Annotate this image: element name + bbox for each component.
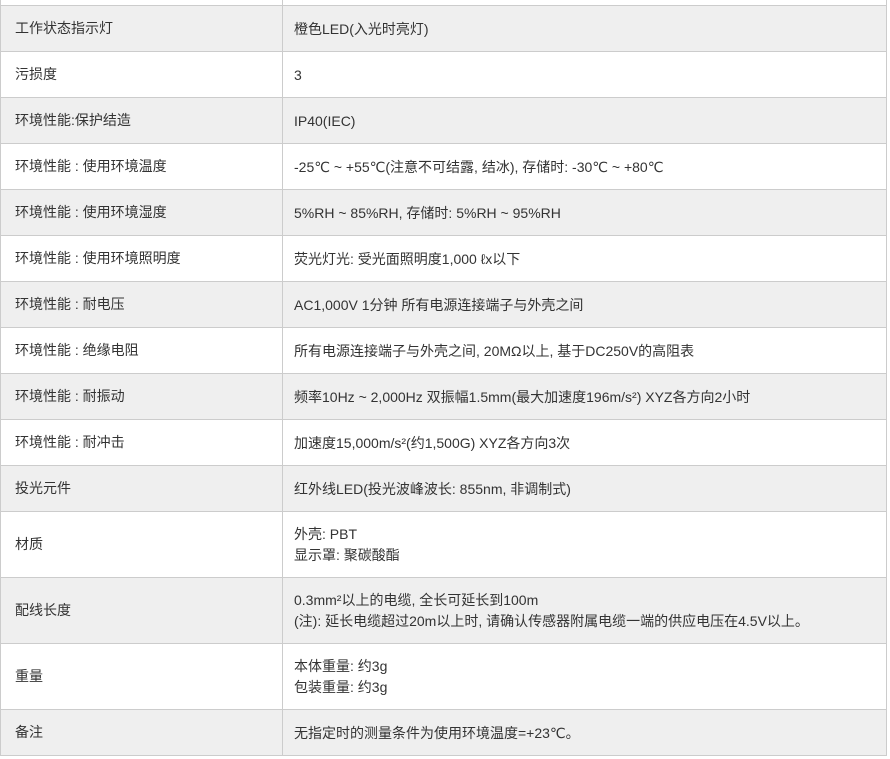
spec-label: 环境性能 : 绝缘电阻 bbox=[1, 328, 283, 373]
spec-value-line: AC1,000V 1分钟 所有电源连接端子与外壳之间 bbox=[294, 296, 584, 313]
spec-label-text: 环境性能 : 耐振动 bbox=[15, 388, 125, 404]
spec-label-text: 环境性能 : 使用环境湿度 bbox=[15, 204, 167, 220]
spec-label-text: 环境性能 : 绝缘电阻 bbox=[15, 342, 139, 358]
spec-label: 环境性能 : 使用环境温度 bbox=[1, 144, 283, 189]
spec-label: 材质 bbox=[1, 512, 283, 577]
spec-label-text: 环境性能 : 耐电压 bbox=[15, 296, 125, 312]
spec-value: 3 bbox=[283, 52, 886, 97]
partial-row-top bbox=[1, 0, 886, 5]
spec-label-text: 备注 bbox=[15, 724, 43, 740]
spec-value: 红外线LED(投光波峰波长: 855nm, 非调制式) bbox=[283, 466, 886, 511]
spec-rows-container: 工作状态指示灯 橙色LED(入光时亮灯) 污损度 3 环境性能:保护结造 IP4… bbox=[1, 5, 886, 755]
spec-row: 环境性能 : 耐振动 频率10Hz ~ 2,000Hz 双振幅1.5mm(最大加… bbox=[1, 373, 886, 419]
spec-value-line: 频率10Hz ~ 2,000Hz 双振幅1.5mm(最大加速度196m/s²) … bbox=[294, 388, 751, 405]
spec-label-text: 环境性能 : 耐冲击 bbox=[15, 434, 125, 450]
spec-value-line: 本体重量: 约3g bbox=[294, 658, 388, 674]
spec-label: 重量 bbox=[1, 644, 283, 709]
spec-row: 配线长度 0.3mm²以上的电缆, 全长可延长到100m (注): 延长电缆超过2… bbox=[1, 577, 886, 643]
spec-label-text: 环境性能:保护结造 bbox=[15, 112, 131, 128]
spec-label: 环境性能 : 耐冲击 bbox=[1, 420, 283, 465]
spec-value-line: 加速度15,000m/s²(约1,500G) XYZ各方向3次 bbox=[294, 434, 571, 451]
spec-row: 环境性能 : 使用环境照明度 荧光灯光: 受光面照明度1,000 ℓx以下 bbox=[1, 235, 886, 281]
spec-value-line: 包装重量: 约3g bbox=[294, 679, 388, 695]
spec-row: 材质 外壳: PBT 显示罩: 聚碳酸酯 bbox=[1, 511, 886, 577]
spec-value: 无指定时的测量条件为使用环境温度=+23℃。 bbox=[283, 710, 886, 755]
spec-value: IP40(IEC) bbox=[283, 98, 886, 143]
spec-value-line: 红外线LED(投光波峰波长: 855nm, 非调制式) bbox=[294, 480, 571, 497]
spec-row: 环境性能 : 耐冲击 加速度15,000m/s²(约1,500G) XYZ各方向… bbox=[1, 419, 886, 465]
spec-value: 橙色LED(入光时亮灯) bbox=[283, 6, 886, 51]
spec-row: 环境性能:保护结造 IP40(IEC) bbox=[1, 97, 886, 143]
spec-label: 环境性能 : 耐电压 bbox=[1, 282, 283, 327]
spec-value-line: -25℃ ~ +55℃(注意不可结露, 结冰), 存储时: -30℃ ~ +80… bbox=[294, 158, 664, 175]
spec-value-line: 外壳: PBT bbox=[294, 526, 358, 542]
spec-label: 投光元件 bbox=[1, 466, 283, 511]
spec-row: 备注 无指定时的测量条件为使用环境温度=+23℃。 bbox=[1, 709, 886, 755]
spec-value-line: (注): 延长电缆超过20m以上时, 请确认传感器附属电缆一端的供应电压在4.5… bbox=[294, 613, 809, 629]
spec-row: 环境性能 : 耐电压 AC1,000V 1分钟 所有电源连接端子与外壳之间 bbox=[1, 281, 886, 327]
spec-value: AC1,000V 1分钟 所有电源连接端子与外壳之间 bbox=[283, 282, 886, 327]
spec-value-line: 0.3mm²以上的电缆, 全长可延长到100m bbox=[294, 592, 539, 608]
spec-row: 投光元件 红外线LED(投光波峰波长: 855nm, 非调制式) bbox=[1, 465, 886, 511]
spec-row: 环境性能 : 使用环境温度 -25℃ ~ +55℃(注意不可结露, 结冰), 存… bbox=[1, 143, 886, 189]
spec-value: 5%RH ~ 85%RH, 存储时: 5%RH ~ 95%RH bbox=[283, 190, 886, 235]
spec-label-text: 材质 bbox=[15, 536, 43, 552]
spec-value-line: 橙色LED(入光时亮灯) bbox=[294, 20, 429, 37]
spec-value-line: 所有电源连接端子与外壳之间, 20MΩ以上, 基于DC250V的高阻表 bbox=[294, 342, 695, 359]
spec-value-line: IP40(IEC) bbox=[294, 112, 356, 129]
spec-value-line: 5%RH ~ 85%RH, 存储时: 5%RH ~ 95%RH bbox=[294, 204, 561, 221]
spec-label: 环境性能 : 耐振动 bbox=[1, 374, 283, 419]
spec-row: 重量 本体重量: 约3g 包装重量: 约3g bbox=[1, 643, 886, 709]
spec-value: 所有电源连接端子与外壳之间, 20MΩ以上, 基于DC250V的高阻表 bbox=[283, 328, 886, 373]
spec-label-text: 环境性能 : 使用环境温度 bbox=[15, 158, 167, 174]
spec-label: 环境性能:保护结造 bbox=[1, 98, 283, 143]
partial-label-cell bbox=[1, 0, 283, 5]
spec-value: 频率10Hz ~ 2,000Hz 双振幅1.5mm(最大加速度196m/s²) … bbox=[283, 374, 886, 419]
spec-label: 配线长度 bbox=[1, 578, 283, 643]
spec-label-text: 污损度 bbox=[15, 66, 57, 82]
spec-value: 外壳: PBT 显示罩: 聚碳酸酯 bbox=[283, 512, 886, 577]
spec-label: 工作状态指示灯 bbox=[1, 6, 283, 51]
spec-value-line: 显示罩: 聚碳酸酯 bbox=[294, 547, 400, 563]
spec-row: 环境性能 : 绝缘电阻 所有电源连接端子与外壳之间, 20MΩ以上, 基于DC2… bbox=[1, 327, 886, 373]
spec-row: 污损度 3 bbox=[1, 51, 886, 97]
spec-label-text: 环境性能 : 使用环境照明度 bbox=[15, 250, 181, 266]
spec-value-line: 无指定时的测量条件为使用环境温度=+23℃。 bbox=[294, 724, 580, 741]
spec-label-text: 工作状态指示灯 bbox=[15, 20, 113, 36]
spec-label: 环境性能 : 使用环境照明度 bbox=[1, 236, 283, 281]
spec-value-line: 荧光灯光: 受光面照明度1,000 ℓx以下 bbox=[294, 250, 521, 267]
spec-label-text: 重量 bbox=[15, 668, 43, 684]
spec-value: 0.3mm²以上的电缆, 全长可延长到100m (注): 延长电缆超过20m以上时… bbox=[283, 578, 886, 643]
spec-value: 加速度15,000m/s²(约1,500G) XYZ各方向3次 bbox=[283, 420, 886, 465]
spec-label-text: 配线长度 bbox=[15, 602, 71, 618]
spec-label: 备注 bbox=[1, 710, 283, 755]
spec-value-line: 3 bbox=[294, 66, 302, 83]
spec-label: 污损度 bbox=[1, 52, 283, 97]
spec-value: -25℃ ~ +55℃(注意不可结露, 结冰), 存储时: -30℃ ~ +80… bbox=[283, 144, 886, 189]
spec-row: 工作状态指示灯 橙色LED(入光时亮灯) bbox=[1, 5, 886, 51]
spec-value: 本体重量: 约3g 包装重量: 约3g bbox=[283, 644, 886, 709]
spec-value: 荧光灯光: 受光面照明度1,000 ℓx以下 bbox=[283, 236, 886, 281]
spec-label-text: 投光元件 bbox=[15, 480, 71, 496]
spec-label: 环境性能 : 使用环境湿度 bbox=[1, 190, 283, 235]
spec-row: 环境性能 : 使用环境湿度 5%RH ~ 85%RH, 存储时: 5%RH ~ … bbox=[1, 189, 886, 235]
